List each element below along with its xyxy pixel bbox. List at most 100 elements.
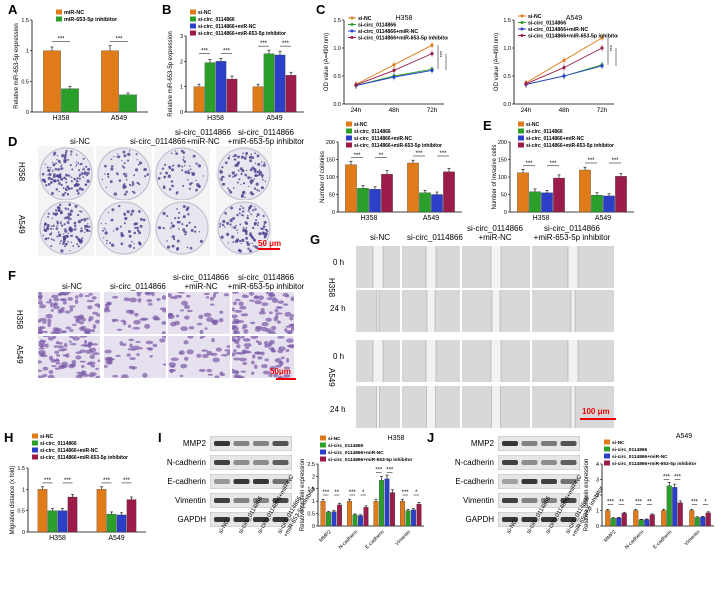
cell [39, 317, 47, 322]
cell [116, 328, 123, 331]
cell [179, 309, 185, 312]
colony [253, 239, 256, 242]
colony [263, 161, 266, 164]
colony [240, 195, 244, 198]
legend-label: miR-653-5p inhibitor [64, 17, 118, 23]
blot-band-label: GAPDH [465, 515, 494, 524]
blot-band [521, 517, 538, 522]
category-label: H358 [207, 115, 224, 122]
colony [132, 182, 135, 186]
wound-gap [571, 386, 575, 428]
legend-marker [520, 34, 524, 37]
colony [138, 231, 142, 235]
colony [261, 227, 264, 231]
colony [177, 220, 181, 224]
y-tick-label: 0 [312, 524, 315, 530]
y-tick-label: 200 [498, 140, 507, 146]
cell [54, 350, 60, 354]
cell [202, 354, 209, 359]
colony [42, 234, 45, 237]
colony [84, 173, 86, 176]
colony [233, 153, 237, 158]
invasion-image [38, 292, 100, 334]
colony [254, 206, 256, 208]
f-col2-label: si-circ_0114866 [110, 282, 166, 291]
cell [38, 330, 43, 334]
cell [168, 293, 172, 298]
colony [112, 230, 115, 232]
colony [247, 176, 251, 180]
legend-swatch [518, 121, 524, 127]
colony [104, 229, 107, 231]
colony [77, 180, 79, 183]
blot-bg [210, 512, 292, 527]
cell [251, 371, 255, 375]
bar [226, 78, 238, 113]
cell [53, 345, 59, 348]
colony [234, 158, 237, 161]
cell [162, 363, 166, 366]
cell [64, 310, 71, 314]
legend-label: si-circ_0114866+miR-NC [198, 24, 256, 30]
colony [227, 187, 230, 190]
cell [226, 351, 230, 356]
colony [120, 231, 124, 235]
cell [48, 298, 52, 302]
blot-band [502, 517, 518, 522]
legend-marker [520, 27, 524, 31]
bar [193, 86, 205, 113]
legend-swatch [346, 121, 352, 127]
wound-image [402, 246, 460, 288]
colony [78, 187, 82, 191]
legend-swatch [518, 135, 524, 141]
legend-label: si-NC [328, 436, 341, 442]
bar [325, 512, 331, 527]
colony [58, 190, 60, 193]
colony [81, 188, 84, 191]
cell [39, 325, 46, 330]
colony [264, 221, 267, 224]
significance-label: ** [619, 499, 624, 505]
cell [244, 347, 250, 350]
invasion-image [104, 292, 166, 334]
invasion-image [104, 336, 166, 378]
y-tick-label: 1 [180, 85, 183, 91]
bar [37, 489, 48, 533]
y-tick-label: 150 [326, 158, 335, 164]
bar [405, 510, 411, 527]
colony [81, 237, 84, 240]
colony [57, 168, 60, 171]
chart-title: A549 [676, 433, 692, 440]
colony [173, 237, 176, 241]
bar [331, 511, 337, 527]
colony [170, 222, 173, 224]
significance-label: *** [611, 158, 619, 164]
cell [209, 296, 215, 301]
colony [108, 241, 112, 245]
cell [188, 326, 195, 330]
cell [170, 321, 177, 327]
colony [237, 169, 240, 172]
colony [77, 219, 82, 224]
cell [285, 348, 290, 353]
cell [42, 320, 47, 324]
colony [137, 163, 140, 166]
y-tick-label: 1.0 [503, 46, 511, 52]
colony [251, 242, 253, 244]
colony [135, 153, 138, 156]
category-label: E-cadherin [652, 529, 673, 550]
colony [249, 180, 253, 184]
cell [130, 348, 136, 351]
colony [256, 189, 259, 191]
colony [51, 231, 53, 234]
legend-label: si-circ_0114866 [198, 17, 235, 23]
colony [261, 161, 263, 163]
cell [112, 295, 119, 299]
colony [135, 222, 138, 226]
bar [443, 171, 455, 213]
cell [232, 352, 236, 357]
colony [163, 185, 166, 188]
colony [67, 193, 70, 196]
colony [123, 183, 126, 185]
colony [54, 168, 58, 171]
